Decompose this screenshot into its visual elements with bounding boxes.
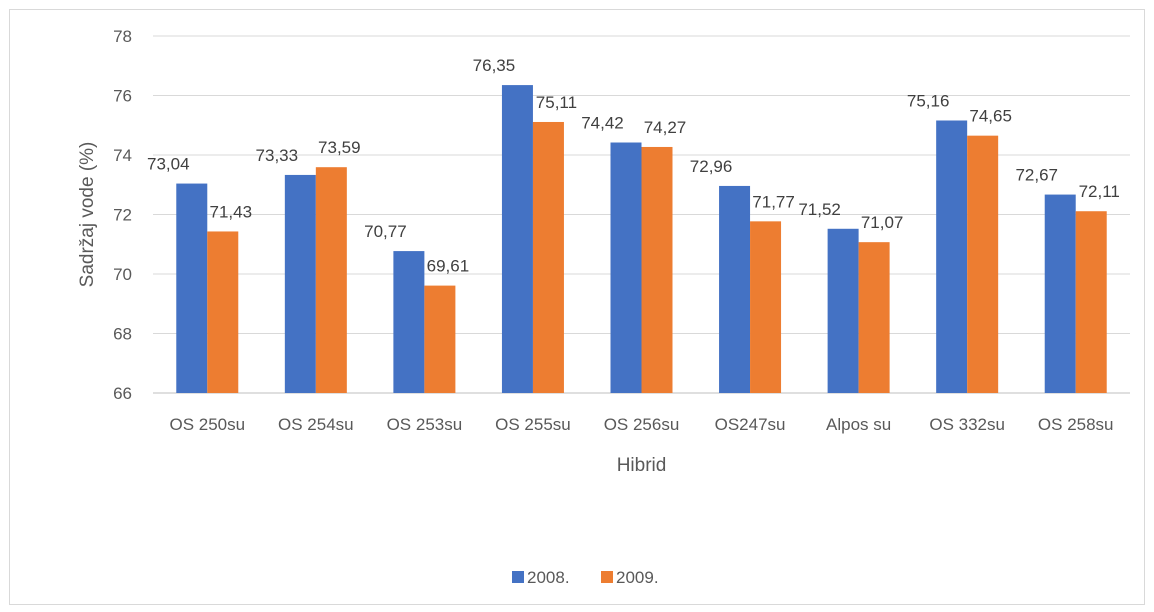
legend-label: 2009.	[616, 568, 659, 587]
y-tick-label: 78	[113, 27, 132, 46]
data-label: 71,52	[798, 200, 841, 219]
data-label: 72,11	[1079, 182, 1120, 201]
y-tick-label: 76	[113, 87, 132, 106]
legend-label: 2008.	[527, 568, 570, 587]
data-label: 73,59	[318, 138, 361, 157]
x-tick-label: OS 250su	[169, 415, 245, 434]
bar-2008	[610, 142, 642, 393]
data-label: 76,35	[473, 56, 516, 75]
data-label: 69,61	[427, 257, 470, 276]
bar-2009	[1075, 211, 1107, 393]
x-tick-label: OS 256su	[604, 415, 680, 434]
x-tick-label: OS 258su	[1038, 415, 1114, 434]
bar-2009	[315, 167, 347, 393]
data-label: 71,77	[752, 192, 795, 211]
data-label: 73,33	[256, 146, 299, 165]
bar-2009	[532, 121, 564, 393]
y-tick-label: 74	[113, 146, 132, 165]
x-axis-ticks: OS 250su OS 254su OS 253su OS 255su OS 256su…	[169, 415, 1113, 434]
data-label: 74,65	[969, 107, 1012, 126]
data-label: 72,96	[690, 157, 733, 176]
bar-2008	[393, 251, 425, 393]
bar-2008	[1044, 194, 1076, 393]
legend-swatch	[601, 571, 613, 583]
bar-2009	[967, 135, 999, 393]
bar-2008	[176, 183, 208, 393]
bars	[176, 85, 1107, 394]
data-label: 75,16	[907, 91, 950, 110]
y-axis-ticks: 66 68 70 72 74 76 78	[113, 27, 132, 403]
x-tick-label: OS247su	[715, 415, 786, 434]
data-label: 71,43	[210, 202, 253, 221]
bar-2008	[284, 174, 316, 393]
x-tick-label: Alpos su	[826, 415, 891, 434]
bar-2009	[750, 221, 782, 393]
x-tick-label: OS 253su	[387, 415, 463, 434]
bar-2008	[936, 120, 968, 394]
data-labels: 73,04 71,43 73,33 73,59 70,77 69,61 76,35 75,11…	[147, 56, 1120, 276]
y-axis-title: Sadržaj vode (%)	[77, 142, 98, 288]
y-tick-label: 72	[113, 206, 132, 225]
x-axis-title: Hibrid	[617, 455, 667, 476]
y-tick-label: 70	[113, 265, 132, 284]
y-tick-label: 68	[113, 325, 132, 344]
data-label: 74,42	[581, 114, 624, 133]
bar-2009	[641, 146, 673, 393]
y-tick-label: 66	[113, 384, 132, 403]
bar-2008	[827, 228, 859, 393]
bar-2008	[719, 185, 751, 393]
bar-2009	[858, 242, 890, 393]
x-tick-label: OS 255su	[495, 415, 571, 434]
data-label: 74,27	[644, 118, 687, 137]
legend-swatch	[512, 571, 524, 583]
x-tick-label: OS 332su	[929, 415, 1005, 434]
legend: 2008. 2009.	[512, 568, 659, 587]
bar-2009	[207, 231, 239, 393]
data-label: 72,67	[1015, 166, 1058, 185]
data-label: 71,07	[861, 213, 904, 232]
x-tick-label: OS 254su	[278, 415, 354, 434]
data-label: 70,77	[364, 222, 407, 241]
bar-2009	[424, 285, 456, 393]
bar-2008	[501, 85, 533, 394]
data-label: 75,11	[536, 93, 577, 112]
data-label: 73,04	[147, 155, 190, 174]
